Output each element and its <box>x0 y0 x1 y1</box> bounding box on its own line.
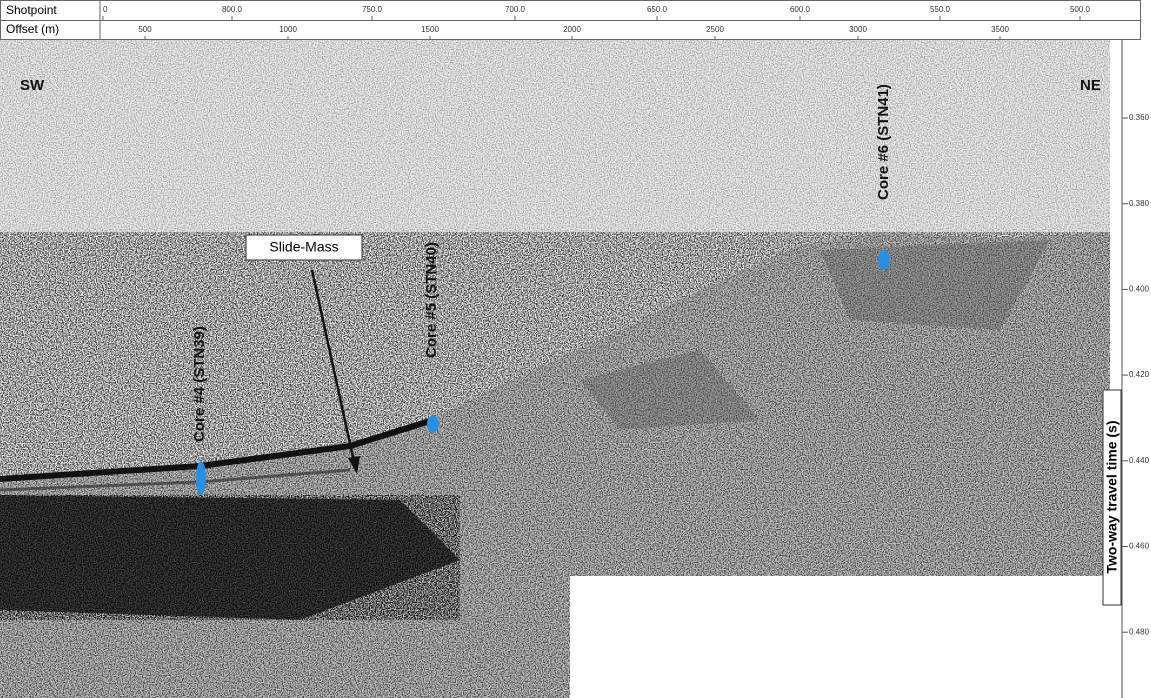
shotpoint-tick: 750.0 <box>362 5 383 14</box>
shotpoint-tick: 700.0 <box>505 5 526 14</box>
blank-area <box>570 576 1110 698</box>
sw-label: SW <box>20 77 45 94</box>
offset-tick: 1500 <box>421 25 439 34</box>
axis-tick: 0.480 <box>1129 627 1150 636</box>
shotpoint-tick: 550.0 <box>930 5 951 14</box>
annotation: Slide-Mass <box>269 239 338 255</box>
core-marker <box>878 250 890 270</box>
axis-tick: 0.440 <box>1129 456 1150 465</box>
shotpoint-tick: 0 <box>103 5 108 14</box>
axis-tick: 0.360 <box>1129 113 1150 122</box>
offset-tick: 1000 <box>279 25 297 34</box>
axis-tick: 0.420 <box>1129 370 1150 379</box>
shotpoint-label: Shotpoint <box>6 3 57 17</box>
core-marker <box>196 461 206 495</box>
offset-tick: 2500 <box>706 25 724 34</box>
axis-tick: 0.460 <box>1129 542 1150 551</box>
seismic-image <box>0 40 1110 698</box>
axis-tick: 0.380 <box>1129 199 1150 208</box>
seismic-figure: Shotpoint Offset (m) 0 800.0 750.0 700.0 650… <box>0 0 1151 698</box>
shotpoint-tick: 500.0 <box>1070 5 1091 14</box>
offset-tick: 500 <box>138 25 152 34</box>
core-label: Core #4 (STN39) <box>191 326 208 442</box>
ne-label: NE <box>1080 77 1101 94</box>
core-label: Core #6 (STN41) <box>875 84 892 200</box>
core-marker <box>427 415 439 433</box>
core-label: Core #5 (STN40) <box>423 242 440 358</box>
offset-tick: 3500 <box>991 25 1009 34</box>
shotpoint-tick: 800.0 <box>222 5 243 14</box>
page: Shotpoint Offset (m) 0 800.0 750.0 700.0 650… <box>0 0 1151 698</box>
axis-tick: 0.400 <box>1129 285 1150 294</box>
shotpoint-tick: 600.0 <box>790 5 811 14</box>
offset-tick: 3000 <box>849 25 867 34</box>
offset-tick: 2000 <box>563 25 581 34</box>
shotpoint-tick: 650.0 <box>647 5 668 14</box>
offset-label: Offset (m) <box>6 22 59 36</box>
axis-title: Two-way travel time (s) <box>1104 420 1120 573</box>
